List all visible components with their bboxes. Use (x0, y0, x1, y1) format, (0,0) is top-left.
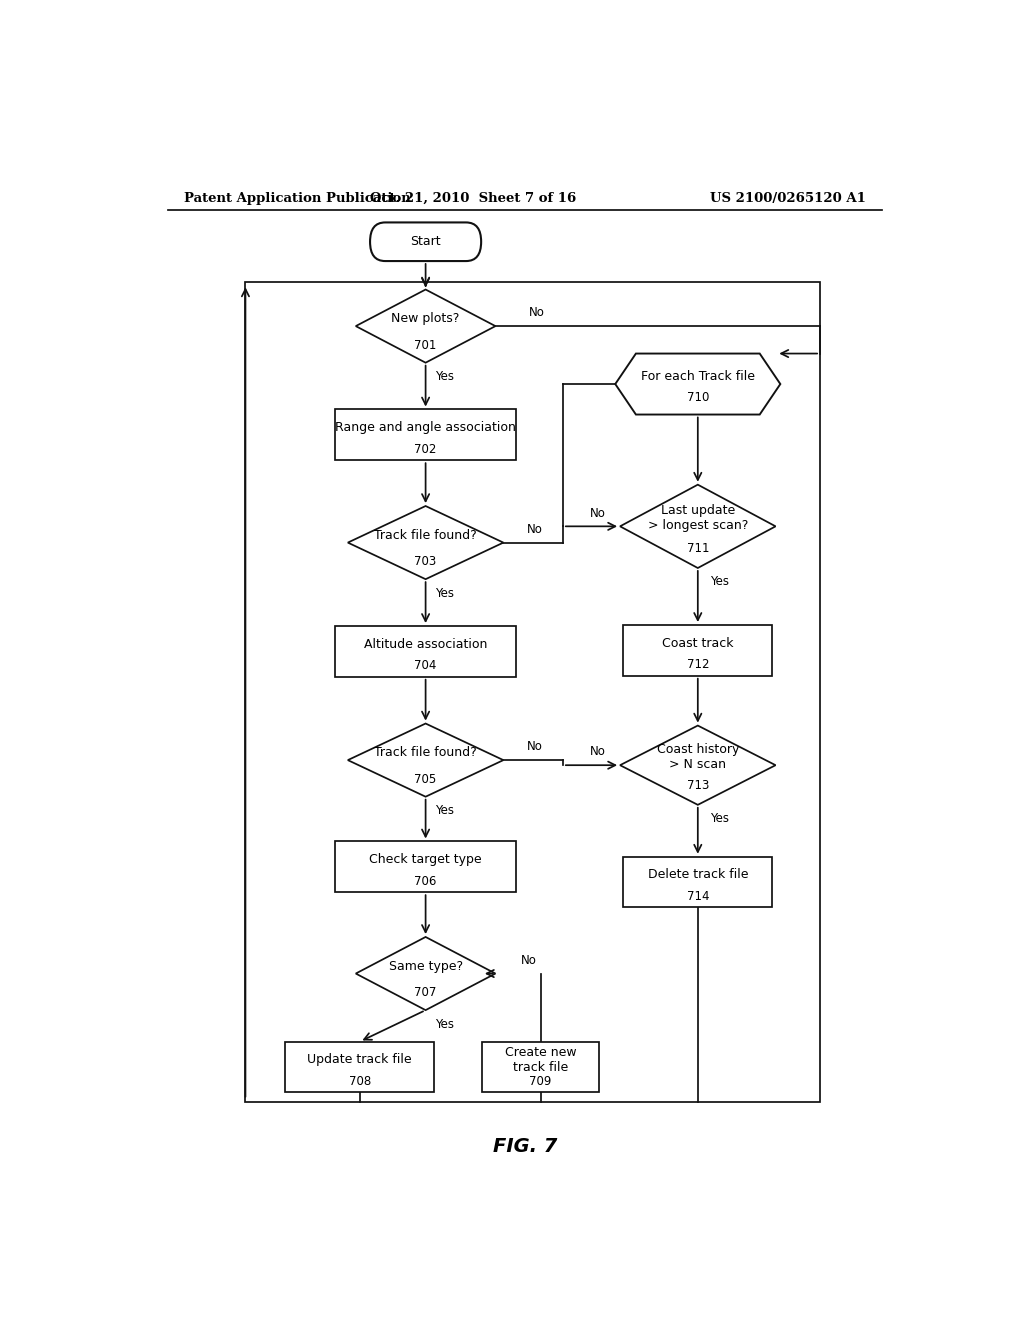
Text: Yes: Yes (711, 574, 729, 587)
Polygon shape (624, 857, 772, 907)
Text: No: No (590, 507, 606, 520)
Text: Update track file: Update track file (307, 1053, 412, 1067)
Text: 704: 704 (415, 659, 437, 672)
Text: 712: 712 (686, 659, 709, 671)
Text: Yes: Yes (435, 371, 455, 383)
Polygon shape (348, 723, 504, 797)
Polygon shape (335, 409, 516, 461)
Polygon shape (348, 506, 504, 579)
Text: Oct. 21, 2010  Sheet 7 of 16: Oct. 21, 2010 Sheet 7 of 16 (370, 191, 577, 205)
Polygon shape (620, 726, 775, 805)
Text: Delete track file: Delete track file (647, 869, 749, 882)
Text: 705: 705 (415, 772, 436, 785)
Text: 711: 711 (686, 541, 709, 554)
Text: 702: 702 (415, 442, 437, 455)
Text: Yes: Yes (435, 804, 455, 817)
Text: No: No (590, 746, 606, 759)
Polygon shape (482, 1041, 599, 1093)
Polygon shape (335, 626, 516, 677)
Polygon shape (620, 484, 775, 568)
Text: Create new
track file: Create new track file (505, 1045, 577, 1074)
Text: 710: 710 (687, 391, 709, 404)
Text: No: No (528, 306, 545, 319)
Text: 708: 708 (348, 1074, 371, 1088)
Text: Yes: Yes (711, 812, 729, 825)
Text: Coast history
> N scan: Coast history > N scan (656, 743, 739, 771)
Text: No: No (527, 523, 543, 536)
Text: 701: 701 (415, 339, 437, 351)
FancyBboxPatch shape (370, 223, 481, 261)
Polygon shape (624, 624, 772, 676)
Text: Track file found?: Track file found? (374, 746, 477, 759)
Text: Altitude association: Altitude association (364, 638, 487, 651)
Text: 707: 707 (415, 986, 437, 999)
Text: No: No (527, 741, 543, 754)
Text: Track file found?: Track file found? (374, 529, 477, 541)
Text: Last update
> longest scan?: Last update > longest scan? (647, 504, 748, 532)
Text: 706: 706 (415, 875, 437, 887)
Text: 709: 709 (529, 1074, 552, 1088)
Polygon shape (335, 841, 516, 892)
Text: Coast track: Coast track (663, 636, 733, 649)
Polygon shape (355, 289, 496, 363)
Text: Range and angle association: Range and angle association (335, 421, 516, 434)
Text: Patent Application Publication: Patent Application Publication (183, 191, 411, 205)
Text: 714: 714 (686, 890, 709, 903)
Text: Start: Start (411, 235, 441, 248)
Text: Same type?: Same type? (388, 960, 463, 973)
Text: FIG. 7: FIG. 7 (493, 1137, 557, 1156)
Text: 713: 713 (687, 779, 709, 792)
Polygon shape (285, 1041, 434, 1093)
Polygon shape (355, 937, 496, 1010)
Text: Check target type: Check target type (370, 853, 482, 866)
Text: For each Track file: For each Track file (641, 370, 755, 383)
Text: New plots?: New plots? (391, 313, 460, 325)
Polygon shape (615, 354, 780, 414)
Text: No: No (521, 954, 537, 966)
Text: 703: 703 (415, 556, 436, 568)
Text: Yes: Yes (435, 587, 455, 599)
Text: US 2100/0265120 A1: US 2100/0265120 A1 (711, 191, 866, 205)
Text: Yes: Yes (435, 1018, 455, 1031)
